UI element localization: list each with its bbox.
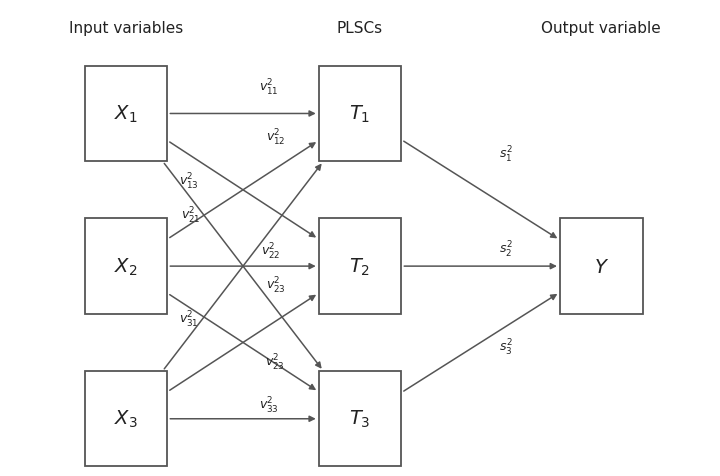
Text: $v_{11}^{2}$: $v_{11}^{2}$: [259, 78, 279, 98]
Text: $v_{21}^{2}$: $v_{21}^{2}$: [181, 205, 201, 225]
Text: $s_{3}^{2}$: $s_{3}^{2}$: [499, 337, 513, 357]
Bar: [319, 67, 402, 162]
Text: $v_{13}^{2}$: $v_{13}^{2}$: [179, 172, 199, 192]
Text: $T_3$: $T_3$: [349, 408, 371, 429]
Text: $v_{23}^{2}$: $v_{23}^{2}$: [266, 276, 287, 296]
Text: $s_{1}^{2}$: $s_{1}^{2}$: [499, 145, 513, 165]
Text: $v_{22}^{2}$: $v_{22}^{2}$: [261, 241, 280, 261]
Text: $v_{12}^{2}$: $v_{12}^{2}$: [266, 128, 286, 148]
Text: $X_2$: $X_2$: [114, 256, 138, 277]
Text: Input variables: Input variables: [69, 21, 183, 36]
Bar: [85, 219, 167, 314]
Text: $T_2$: $T_2$: [349, 256, 371, 277]
Text: Output variable: Output variable: [541, 21, 661, 36]
Text: $T_1$: $T_1$: [349, 104, 371, 125]
Text: $s_{2}^{2}$: $s_{2}^{2}$: [499, 240, 513, 260]
Text: PLSCs: PLSCs: [337, 21, 383, 36]
Text: $X_3$: $X_3$: [114, 408, 138, 429]
Bar: [319, 219, 402, 314]
Text: $v_{33}^{2}$: $v_{33}^{2}$: [259, 396, 279, 416]
Text: $v_{31}^{2}$: $v_{31}^{2}$: [179, 309, 198, 329]
Bar: [85, 371, 167, 466]
Bar: [85, 67, 167, 162]
Bar: [560, 219, 642, 314]
Bar: [319, 371, 402, 466]
Text: $Y$: $Y$: [593, 257, 609, 276]
Text: $X_1$: $X_1$: [114, 104, 138, 125]
Text: $v_{23}^{2}$: $v_{23}^{2}$: [265, 352, 285, 372]
